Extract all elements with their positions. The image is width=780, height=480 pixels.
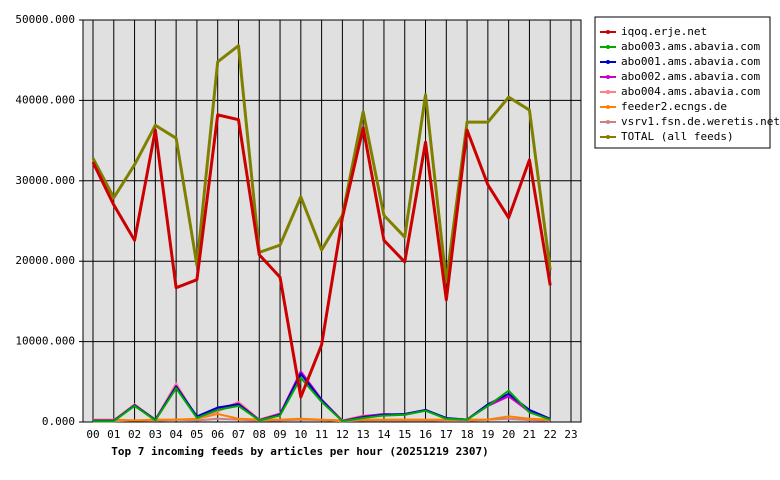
x-tick-label: 11 (315, 428, 328, 441)
x-tick-label: 01 (107, 428, 120, 441)
legend-dot (606, 105, 610, 109)
legend-dot (606, 60, 610, 64)
legend-dot (606, 90, 610, 94)
x-tick-label: 17 (440, 428, 453, 441)
x-tick-label: 16 (419, 428, 432, 441)
x-tick-label: 03 (149, 428, 162, 441)
x-tick-label: 19 (481, 428, 494, 441)
legend-label: abo001.ams.abavia.com (621, 55, 760, 68)
x-tick-label: 06 (211, 428, 224, 441)
legend-label: iqoq.erje.net (621, 25, 707, 38)
legend-dot (606, 45, 610, 49)
plot-frame (82, 19, 582, 423)
x-tick-label: 20 (502, 428, 515, 441)
chart-title: Top 7 incoming feeds by articles per hou… (111, 445, 489, 458)
legend-label: feeder2.ecngs.de (621, 100, 727, 113)
series-line (91, 44, 552, 284)
y-tick-label: 30000.000 (15, 174, 75, 187)
x-tick-label: 22 (544, 428, 557, 441)
legend-dot (606, 30, 610, 34)
y-tick-label: 40000.000 (15, 93, 75, 106)
legend-label: vsrv1.fsn.de.weretis.net (621, 115, 780, 128)
x-tick-label: 21 (523, 428, 536, 441)
legend-label: abo002.ams.abavia.com (621, 70, 760, 83)
x-tick-label: 12 (336, 428, 349, 441)
x-tick-label: 23 (564, 428, 577, 441)
legend-dot (606, 135, 610, 139)
legend-label: TOTAL (all feeds) (621, 130, 734, 143)
legend-label: abo004.ams.abavia.com (621, 85, 760, 98)
y-tick-label: 10000.000 (15, 335, 75, 348)
x-tick-label: 04 (170, 428, 184, 441)
x-tick-label: 10 (294, 428, 307, 441)
x-tick-label: 07 (232, 428, 245, 441)
x-tick-label: 09 (273, 428, 286, 441)
series-line (93, 376, 551, 423)
y-tick-label: 50000.000 (15, 13, 75, 26)
x-tick-label: 15 (398, 428, 411, 441)
legend-dot (606, 75, 610, 79)
y-tick-label: 0.000 (42, 415, 75, 428)
x-tick-label: 05 (190, 428, 203, 441)
legend-label: abo003.ams.abavia.com (621, 40, 760, 53)
x-tick-label: 02 (128, 428, 141, 441)
x-tick-label: 14 (377, 428, 391, 441)
x-tick-label: 00 (86, 428, 99, 441)
legend-dot (606, 120, 610, 124)
y-tick-label: 20000.000 (15, 254, 75, 267)
series-line (91, 113, 552, 399)
x-tick-label: 08 (253, 428, 266, 441)
series-line (93, 412, 551, 422)
legend (594, 16, 771, 149)
x-tick-label: 18 (460, 428, 473, 441)
plot-area (83, 20, 581, 422)
x-tick-label: 13 (357, 428, 370, 441)
